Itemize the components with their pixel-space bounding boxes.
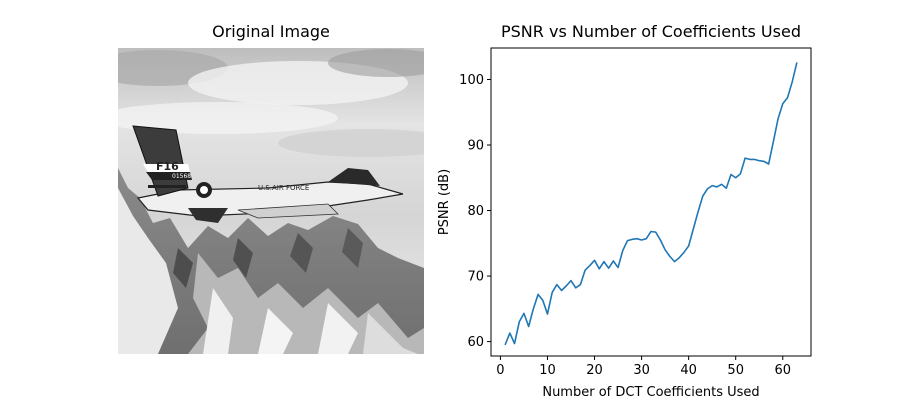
fuselage-marking-label: U.S.AIR FORCE [258,184,309,192]
x-tick-label: 50 [727,363,744,378]
image-title: Original Image [212,22,330,41]
x-tick-label: 40 [680,363,697,378]
plot-frame [490,47,812,357]
x-tick-label: 30 [633,363,650,378]
fighter-jet-photo: F16 01568 U.S.AIR FORCE [118,48,424,354]
x-tick-label: 60 [774,363,791,378]
y-tick-label: 70 [467,270,484,285]
y-tick-label: 100 [459,73,484,88]
chart-axes [490,47,812,357]
y-axis-label: PSNR (dB) [437,169,452,235]
y-tick-label: 90 [467,138,484,153]
original-image: F16 01568 U.S.AIR FORCE [117,47,425,355]
x-tick-label: 10 [539,363,556,378]
chart-title: PSNR vs Number of Coefficients Used [501,22,801,41]
tail-number-label: 01568 [172,173,191,180]
chart-series [504,62,798,346]
x-tick-label: 20 [586,363,603,378]
x-axis-label: Number of DCT Coefficients Used [542,385,759,400]
tail-code-label: F16 [156,160,179,173]
chart-ticks: 0 10 20 30 40 50 60 60 70 80 90 100 [459,73,791,378]
y-tick-label: 80 [467,204,484,219]
psnr-series-line [504,62,798,346]
y-tick-label: 60 [467,335,484,350]
x-tick-label: 0 [496,363,504,378]
